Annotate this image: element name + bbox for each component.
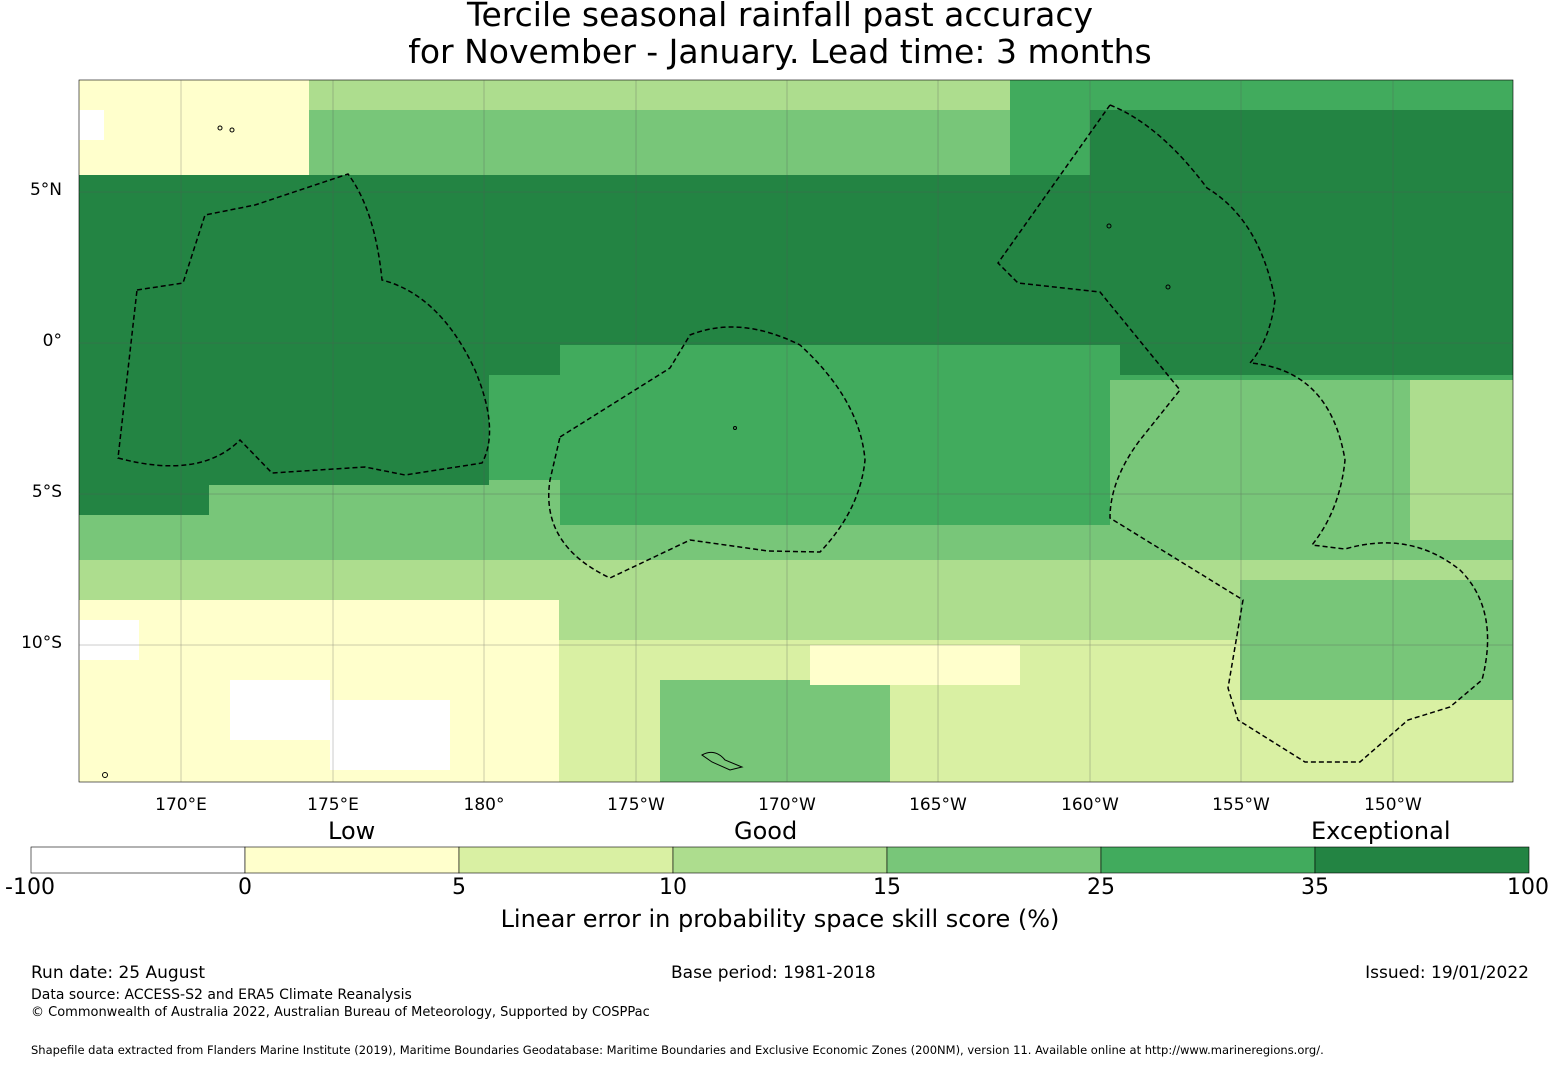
- base-period: Base period: 1981-2018: [671, 963, 876, 983]
- island-dot-2: [1165, 284, 1171, 290]
- legend-tick-0: 0: [238, 875, 252, 900]
- colorbar-segment: [244, 846, 460, 874]
- colorbar-segment: [672, 846, 888, 874]
- colorbar-segment: [458, 846, 674, 874]
- legend-tick-100: 100: [1507, 875, 1549, 900]
- patch-west-darker: [79, 485, 209, 515]
- island-dot-4: [102, 772, 108, 778]
- issued-date: Issued: 19/01/2022: [1365, 963, 1529, 983]
- patch-south-east-low: [1150, 700, 1513, 782]
- colorbar-segment: [1100, 846, 1316, 874]
- skill-score-map: [78, 79, 1514, 783]
- lat-label-0: 0°: [42, 331, 62, 351]
- lon-label-155w: 155°W: [1212, 795, 1270, 815]
- lon-label-170w: 170°W: [758, 795, 816, 815]
- island-outlines: [102, 125, 1171, 778]
- eez-boundary-central: [548, 326, 866, 579]
- data-source: Data source: ACCESS-S2 and ERA5 Climate …: [31, 987, 412, 1003]
- lat-label-5s: 5°S: [31, 482, 62, 502]
- lat-label-10s: 10°S: [21, 633, 62, 653]
- island-dot-1: [733, 426, 737, 430]
- legend-tick-10: 10: [659, 875, 687, 900]
- eez-boundaries: [117, 104, 1489, 763]
- legend-category-exceptional: Exceptional: [1311, 817, 1451, 845]
- patch-south-central-yellow: [810, 645, 1020, 685]
- patch-south-central-green: [660, 680, 890, 782]
- patch-west-white-n: [79, 110, 104, 140]
- lon-label-175w: 175°W: [607, 795, 665, 815]
- shapefile-credit: Shapefile data extracted from Flanders M…: [31, 1043, 1324, 1057]
- patch-southwest-white2: [330, 700, 450, 770]
- island-dot-6: [229, 127, 235, 133]
- map-title-line2: for November - January. Lead time: 3 mon…: [408, 32, 1152, 71]
- copyright: © Commonwealth of Australia 2022, Austra…: [31, 1005, 650, 1020]
- legend-category-good: Good: [734, 817, 798, 845]
- colorbar-segment: [886, 846, 1102, 874]
- lon-label-160w: 160°W: [1061, 795, 1119, 815]
- map-frame: [78, 79, 1514, 783]
- patch-east-core: [1090, 110, 1513, 220]
- run-date: Run date: 25 August: [31, 963, 205, 983]
- patch-south-east-green: [1240, 580, 1513, 720]
- patch-central-south: [560, 345, 1120, 525]
- lat-label-5n: 5°N: [29, 180, 62, 200]
- legend-category-low: Low: [328, 817, 376, 845]
- lon-label-150w: 150°W: [1364, 795, 1422, 815]
- patch-equator-west: [79, 240, 489, 485]
- lon-label-170e: 170°E: [155, 795, 207, 815]
- island-dot-3: [1106, 223, 1112, 229]
- legend-tick-minus100: -100: [5, 875, 55, 900]
- patch-southwest-white3: [79, 620, 139, 660]
- eez-boundary-west: [117, 173, 491, 476]
- patch-southwest-white1: [230, 680, 330, 740]
- colorbar-segment: [30, 846, 246, 874]
- eez-boundary-east-north: [1109, 104, 1346, 546]
- legend-tick-35: 35: [1301, 875, 1329, 900]
- legend-tick-5: 5: [452, 875, 466, 900]
- map-gridlines: [79, 80, 1513, 782]
- colorbar-segment: [1314, 846, 1530, 874]
- patch-east-south2: [1410, 380, 1513, 540]
- lon-label-180: 180°: [463, 795, 505, 815]
- lon-label-165w: 165°W: [909, 795, 967, 815]
- patch-west-low: [79, 80, 309, 175]
- eez-boundary-east-mid: [997, 104, 1489, 763]
- map-title-line1: Tercile seasonal rainfall past accuracy: [466, 0, 1094, 34]
- lon-label-175e: 175°E: [307, 795, 359, 815]
- legend-colorbar: [30, 846, 1530, 874]
- legend-axis-label: Linear error in probability space skill …: [500, 905, 1060, 933]
- legend-tick-15: 15: [873, 875, 901, 900]
- island-dot-5: [217, 125, 223, 131]
- island-samoa: [701, 751, 744, 771]
- legend-tick-25: 25: [1087, 875, 1115, 900]
